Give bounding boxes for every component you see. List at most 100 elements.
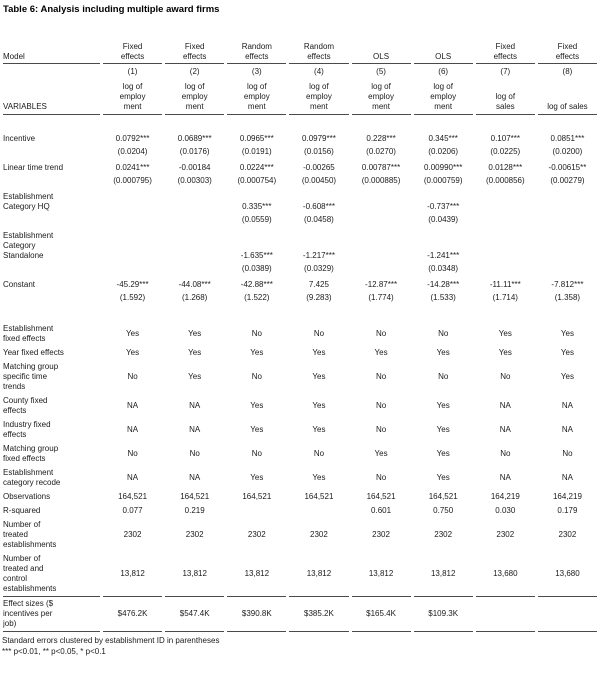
row-label-empty (3, 262, 100, 275)
spec-value-cell: $476.2K (103, 597, 163, 632)
coefficient-cell: -0.00615** (548, 163, 587, 172)
spec-value-cell: No (313, 449, 325, 458)
spec-value-cell: NA (127, 425, 139, 434)
standard-error-cell: (0.00450) (301, 176, 337, 185)
standard-error-cell (476, 213, 535, 226)
spec-value-cell: 164,219 (552, 492, 582, 501)
spec-value-cell: No (500, 449, 511, 458)
coefficient-cell: -0.00265 (303, 163, 335, 172)
standard-error-cell: (0.0458) (304, 215, 334, 224)
standard-error-cell: (1.714) (492, 293, 518, 302)
spec-value-cell: 2302 (310, 530, 328, 539)
spec-value-cell: Yes (312, 372, 326, 381)
coefficient-cell: -0.608*** (302, 202, 335, 211)
spec-value-cell: Yes (312, 473, 326, 482)
standard-error-cell (538, 213, 597, 226)
coefficient-cell: 0.0689*** (177, 134, 212, 143)
spec-value-cell: 13,812 (351, 552, 411, 597)
spec-value-cell: Yes (126, 348, 140, 357)
coefficient-cell: -44.08*** (178, 280, 211, 289)
coefficient-cell: -45.29*** (116, 280, 149, 289)
model-row-label: Model (3, 41, 100, 64)
coefficient-cell (352, 226, 411, 262)
row-label: Linear time trend (3, 163, 64, 172)
standard-error-cell: (1.533) (430, 293, 456, 302)
spec-value-cell: Yes (374, 449, 388, 458)
coefficient-cell: 0.107*** (490, 134, 520, 143)
row-label-empty (3, 174, 100, 187)
coefficient-cell: 0.228*** (366, 134, 396, 143)
coefficient-cell: -1.241*** (427, 251, 460, 260)
standard-error-cell: (1.774) (368, 293, 394, 302)
standard-error-cell: (0.0389) (241, 264, 272, 273)
spec-value-cell: No (375, 329, 387, 338)
column-number: (7) (500, 67, 511, 76)
spec-value-cell: 164,521 (366, 492, 396, 501)
model-header-col5: OLS (351, 41, 411, 64)
row-label: Number of treated and control establishm… (3, 552, 100, 597)
model-header-col2: Fixed effects (165, 41, 225, 64)
spec-value-cell: No (127, 449, 138, 458)
spec-value-cell: 164,521 (180, 492, 210, 501)
depvar-label: log of employ ment (181, 82, 208, 111)
spec-value-cell: 2302 (247, 530, 266, 539)
spec-value-cell: 0.077 (122, 506, 143, 515)
row-label: Industry fixed effects (3, 420, 51, 439)
spec-value-cell: 164,219 (490, 492, 520, 501)
spec-value-cell: No (251, 329, 262, 338)
spec-value-cell: Yes (436, 401, 450, 410)
spec-value-cell (289, 504, 348, 518)
spec-value-cell: Yes (126, 329, 140, 338)
row-label: Year fixed effects (3, 348, 64, 357)
spec-value-cell: NA (127, 401, 139, 410)
spec-value-cell: 2302 (496, 530, 515, 539)
row-label: Establishment Category HQ (3, 192, 54, 211)
regression-results-table: Model Fixed effects Fixed effects Random ef… (0, 41, 600, 632)
standard-error-cell: (0.0156) (304, 147, 334, 156)
standard-error-cell (165, 213, 224, 226)
spec-value-cell: No (375, 372, 387, 381)
coefficient-cell: -7.812*** (551, 280, 584, 289)
spec-value-cell: No (375, 425, 387, 434)
spec-value-cell: No (127, 372, 138, 381)
coefficient-cell: 0.0128*** (488, 163, 523, 172)
coefficient-cell: 7.425 (308, 280, 329, 289)
coefficient-cell: -12.87*** (365, 280, 398, 289)
spec-value-cell: No (438, 372, 449, 381)
depvar-header-col7: (7) log of sales (475, 64, 535, 115)
spec-value-cell: 13,680 (537, 552, 597, 597)
standard-error-cell: (0.000856) (485, 176, 525, 185)
standard-error-cell (352, 213, 411, 226)
row-label: County fixed effects (3, 396, 48, 415)
spec-value-cell: No (562, 449, 573, 458)
spec-value-cell: Yes (560, 348, 574, 357)
spec-value-cell: No (500, 372, 511, 381)
row-label-empty (3, 213, 100, 226)
column-number: (1) (127, 67, 138, 76)
spec-value-cell: NA (189, 401, 201, 410)
coefficient-cell: -0.00184 (178, 163, 211, 172)
standard-error-cell (538, 262, 597, 275)
spec-value-cell (227, 504, 286, 518)
depvar-label: log of employ ment (306, 82, 332, 111)
spec-value-cell: Yes (312, 348, 326, 357)
spec-value-cell: NA (561, 473, 573, 482)
spec-value-cell: 0.750 (433, 506, 454, 515)
spec-value-cell: Yes (312, 401, 326, 410)
depvar-header-wrap: (2) log of employ ment (165, 67, 224, 112)
row-label: Establishment fixed effects (3, 324, 54, 343)
coefficient-cell (538, 226, 597, 262)
spec-value-cell: No (251, 372, 262, 381)
standard-error-cell: (0.0225) (490, 147, 521, 156)
coefficient-cell: 0.0224*** (239, 163, 274, 172)
standard-error-cell: (1.358) (554, 293, 581, 302)
spec-value-cell: Yes (250, 401, 264, 410)
row-label-empty (3, 145, 100, 158)
standard-error-cell: (0.0559) (241, 215, 272, 224)
spec-value-cell: Yes (498, 329, 512, 338)
coefficient-cell: 0.0965*** (239, 134, 274, 143)
spec-value-cell: 13,812 (413, 552, 473, 597)
model-header-col7: Fixed effects (475, 41, 535, 64)
depvar-label: log of employ ment (243, 82, 270, 111)
